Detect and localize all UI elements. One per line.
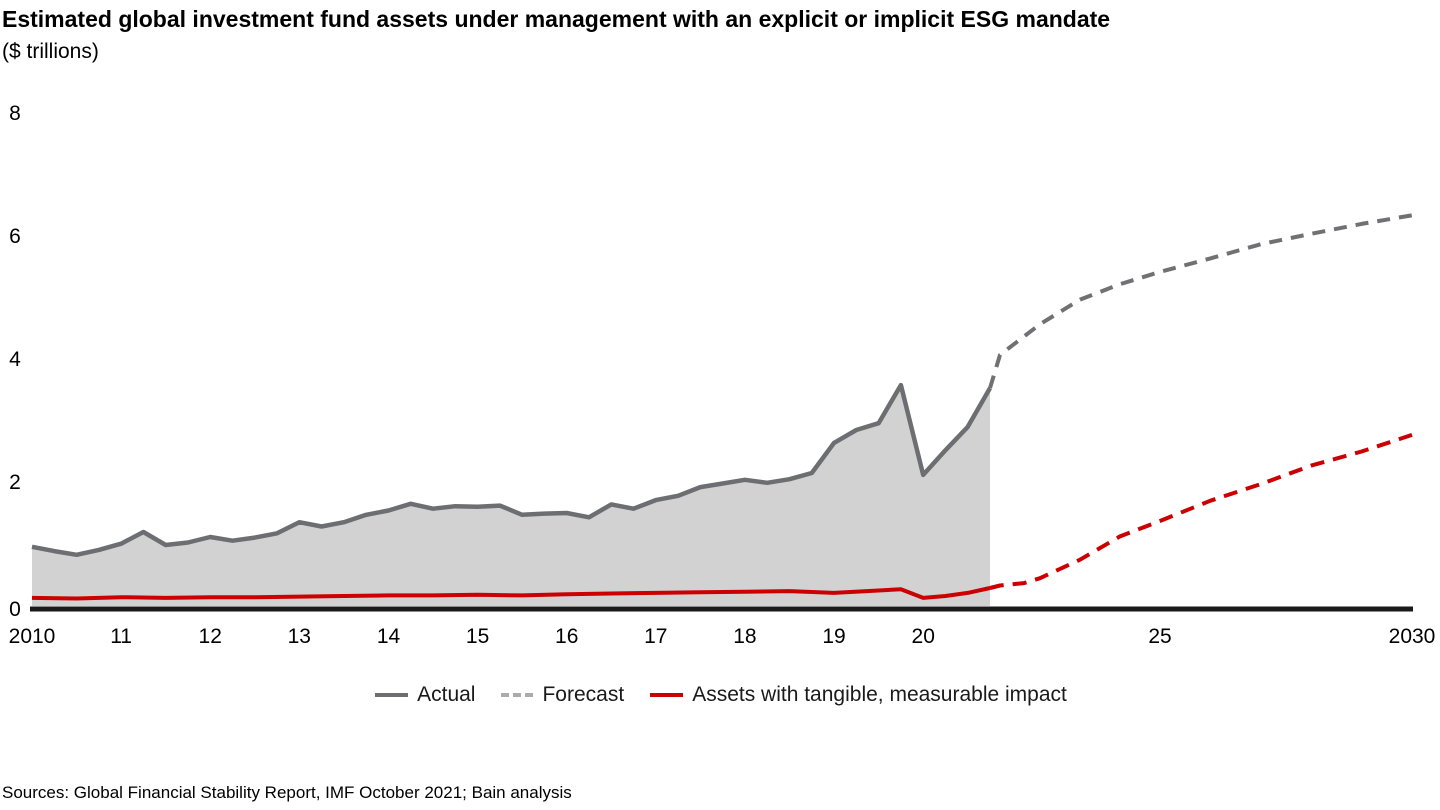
chart-title: Estimated global investment fund assets … — [2, 6, 1110, 32]
series-lines — [31, 213, 1413, 601]
actual-area-fill — [32, 385, 990, 606]
y-axis-tick-label: 8 — [9, 102, 21, 125]
x-axis-tick-label: 16 — [555, 625, 578, 648]
x-axis-tick-labels: 2010 11 12 13 14 15 16 17 18 19 20 25 2030 — [9, 625, 1436, 648]
legend-swatch-dashed-gray — [501, 693, 534, 697]
legend-swatch-solid-red — [650, 693, 684, 697]
x-axis-tick-label: 2030 — [1389, 625, 1436, 648]
y-axis-tick-label: 4 — [9, 348, 21, 371]
impact-actual-line — [31, 586, 991, 601]
impact-forecast-line — [989, 433, 1413, 590]
x-axis-tick-label: 18 — [733, 625, 756, 648]
y-axis-tick-label: 6 — [9, 225, 21, 248]
chart-subtitle: ($ trillions) — [2, 40, 99, 63]
x-axis-tick-label: 13 — [288, 625, 311, 648]
x-axis-tick-label: 17 — [644, 625, 667, 648]
source-note: Sources: Global Financial Stability Repo… — [2, 783, 572, 802]
x-axis-tick-label: 25 — [1148, 625, 1171, 648]
y-axis-tick-label: 2 — [9, 471, 21, 494]
x-axis-tick-label: 20 — [912, 625, 935, 648]
x-axis-tick-label: 12 — [199, 625, 222, 648]
legend: Actual Forecast Assets with tangible, meas… — [30, 683, 1412, 707]
legend-swatch-solid-gray — [375, 693, 409, 697]
y-axis-tick-label: 0 — [9, 598, 21, 621]
legend-label: Actual — [417, 683, 476, 706]
x-axis-tick-label: 14 — [377, 625, 401, 648]
x-axis-tick-label: 15 — [466, 625, 489, 648]
forecast-line — [988, 213, 1413, 389]
x-axis-tick-label: 11 — [110, 625, 132, 648]
legend-item: Forecast — [501, 683, 624, 707]
y-axis-tick-labels: 0 2 4 6 8 — [9, 102, 21, 621]
legend-label: Assets with tangible, measurable impact — [692, 683, 1067, 706]
x-axis-tick-label: 19 — [822, 625, 845, 648]
actual-area — [32, 385, 990, 606]
actual-line — [31, 382, 992, 558]
legend-item: Actual — [375, 683, 475, 707]
x-axis-tick-label: 2010 — [9, 625, 56, 648]
legend-label: Forecast — [542, 683, 625, 706]
legend-item: Assets with tangible, measurable impact — [650, 683, 1067, 707]
